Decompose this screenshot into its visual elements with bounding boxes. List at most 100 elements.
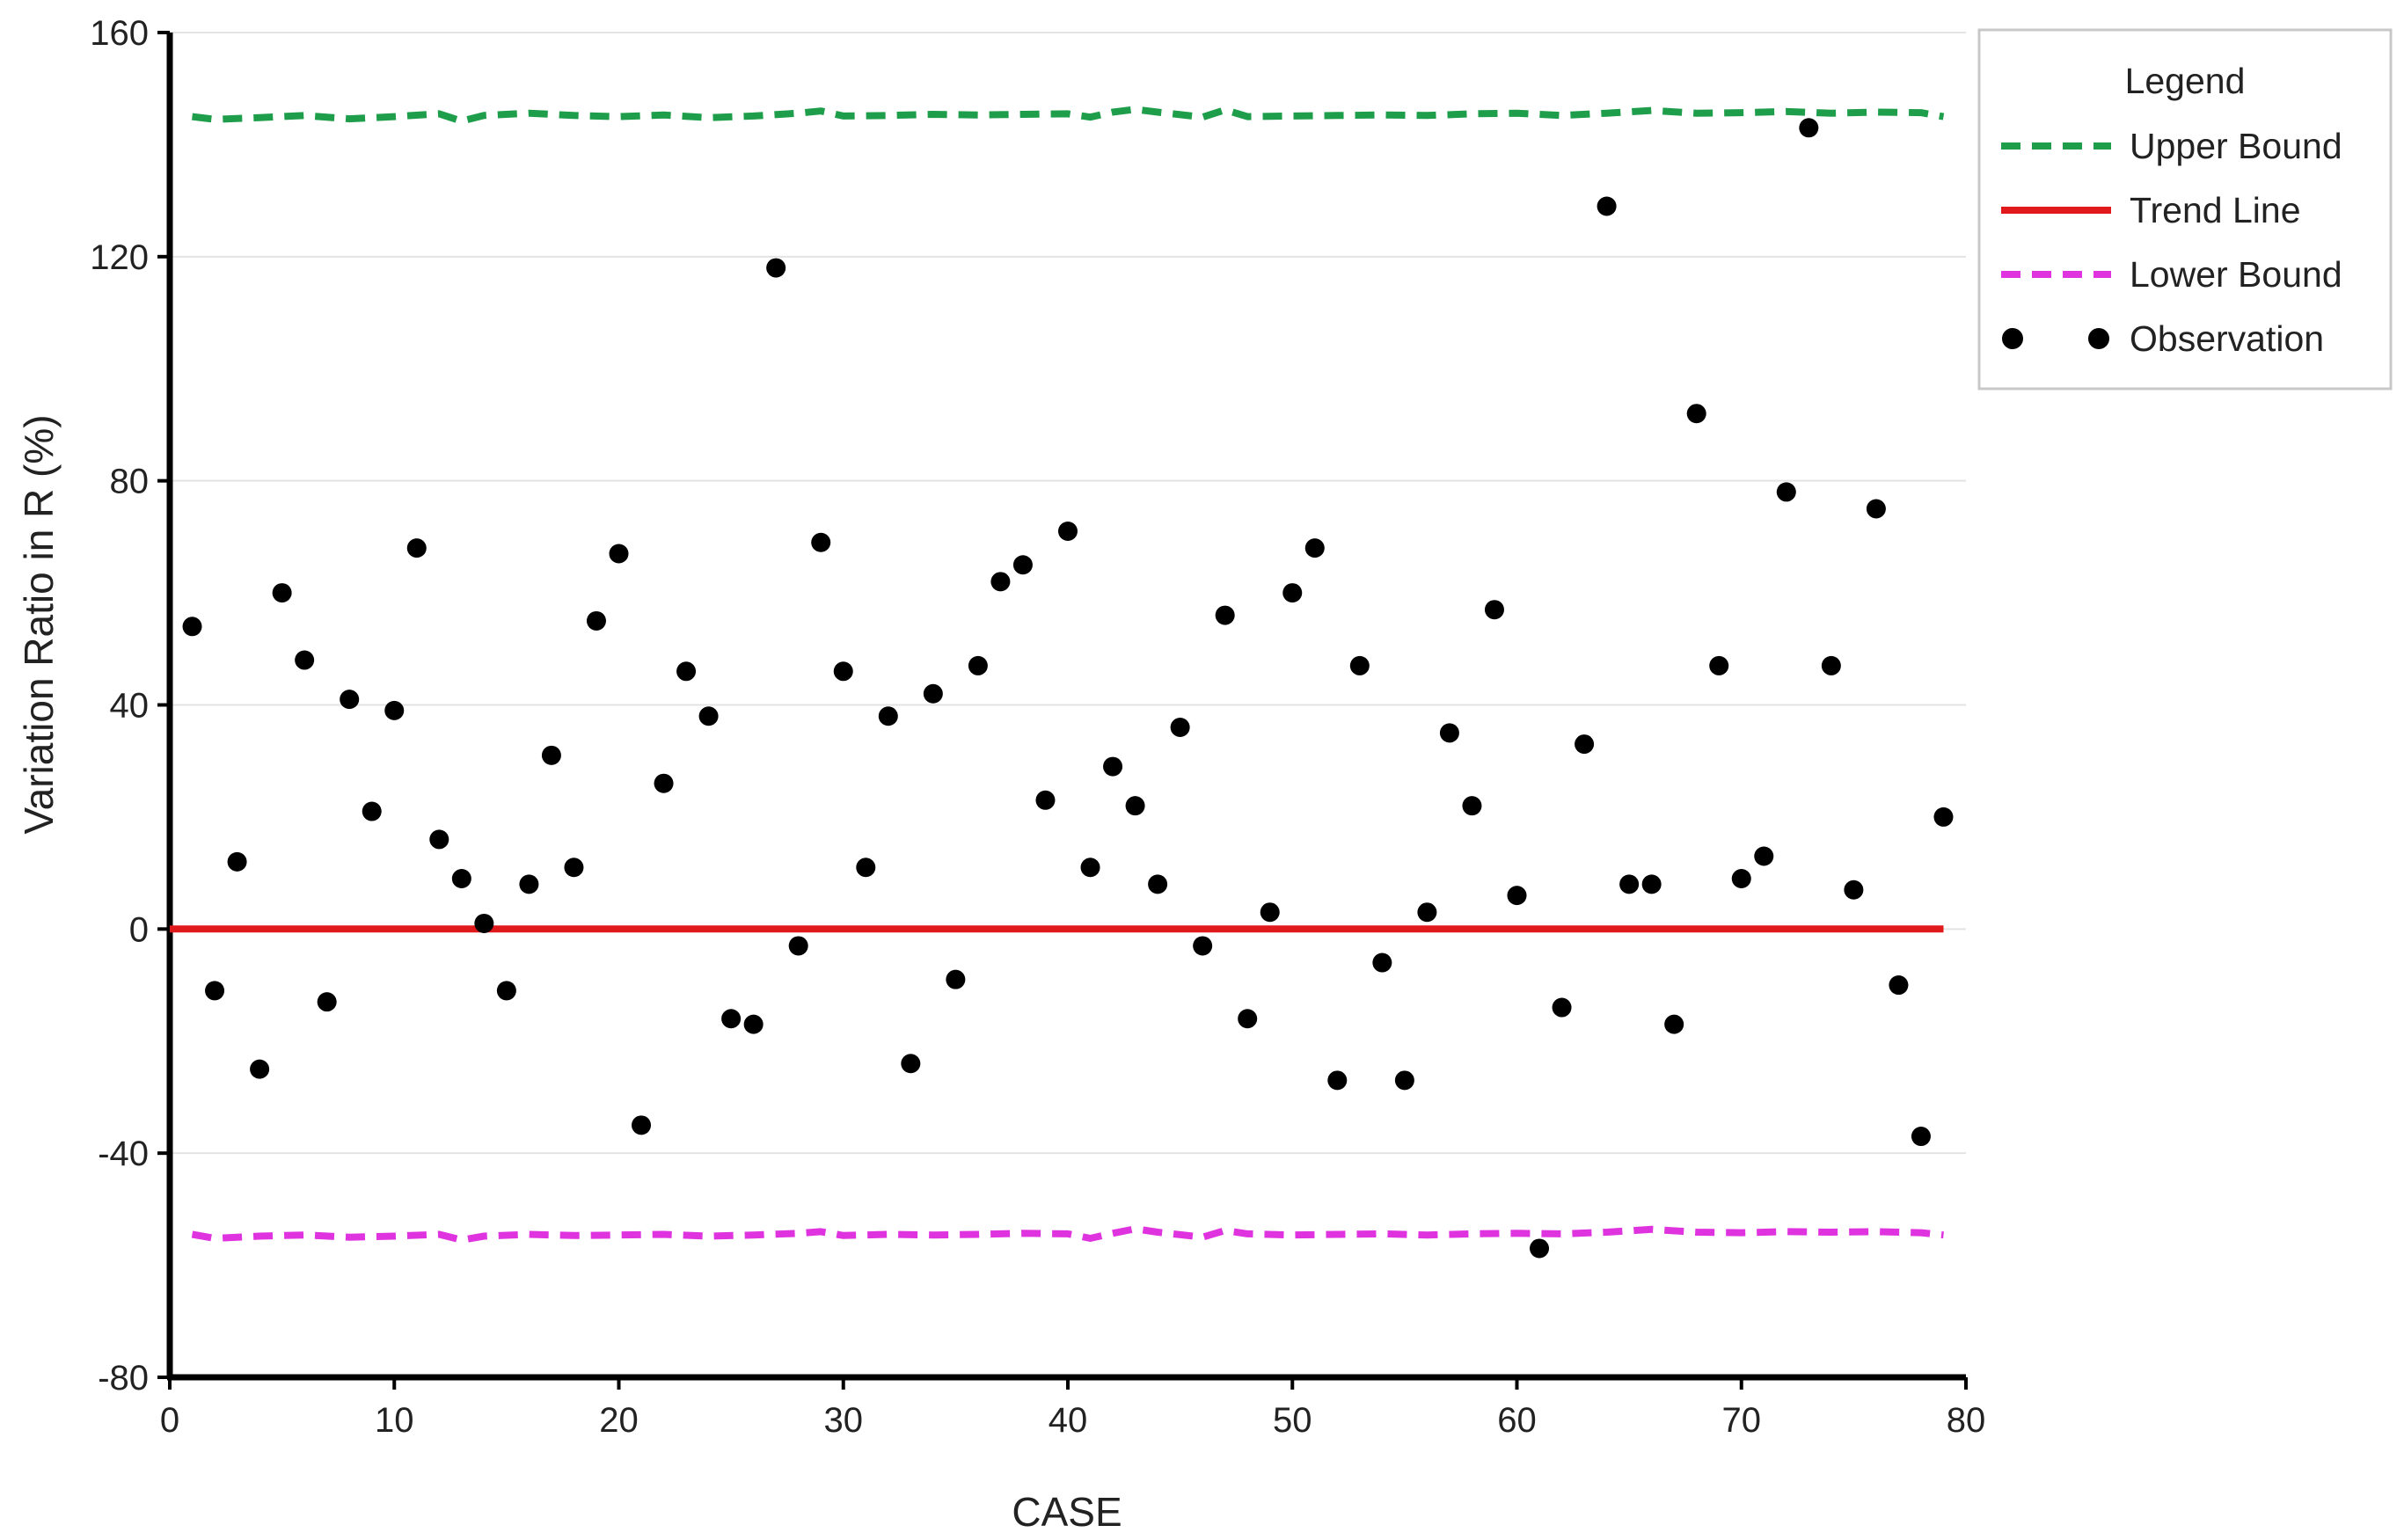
x-tick-label-50: 50: [1273, 1401, 1312, 1440]
observation-point-38: [1012, 555, 1033, 575]
legend-label-observation: Observation: [2130, 318, 2324, 359]
observation-points: [182, 118, 1954, 1259]
observation-point-9: [362, 801, 382, 821]
observation-point-63: [1575, 734, 1595, 755]
legend-swatch-observation-2: [2088, 328, 2109, 349]
legend-swatch-observation-1: [2002, 328, 2023, 349]
observation-point-7: [317, 992, 337, 1012]
observation-point-61: [1530, 1238, 1550, 1259]
grid-lines: [170, 32, 1966, 1155]
y-tick-label-80: 80: [110, 463, 150, 501]
observation-point-39: [1035, 790, 1056, 810]
observation-point-49: [1260, 902, 1280, 923]
observation-point-70: [1731, 868, 1751, 888]
observation-point-18: [564, 858, 584, 878]
observation-point-55: [1394, 1070, 1414, 1091]
observation-point-75: [1844, 879, 1864, 900]
x-tick-label-60: 60: [1497, 1401, 1537, 1440]
observation-point-56: [1417, 902, 1437, 923]
observation-point-41: [1080, 858, 1100, 878]
observation-point-34: [923, 683, 943, 704]
series-lines: [170, 106, 1945, 1244]
y-tick-label--40: -40: [98, 1135, 149, 1173]
x-tick-label-80: 80: [1947, 1401, 1986, 1440]
lower-bound-line: [191, 1225, 1944, 1244]
observation-point-62: [1552, 997, 1572, 1018]
observation-point-12: [429, 829, 449, 850]
x-tick-label-20: 20: [599, 1401, 639, 1440]
observation-point-23: [676, 661, 697, 682]
observation-point-32: [878, 706, 898, 726]
legend-label-lower-bound: Lower Bound: [2130, 254, 2342, 295]
observation-point-22: [654, 773, 674, 793]
observation-point-69: [1709, 655, 1729, 675]
observation-point-46: [1193, 936, 1213, 956]
y-tick-label-40: 40: [110, 687, 150, 726]
observation-point-45: [1170, 717, 1190, 737]
observation-point-47: [1215, 605, 1235, 625]
observation-point-21: [632, 1115, 652, 1135]
x-axis-ticks: 0 10 20 30 40 50 60 70 80: [160, 1377, 1985, 1440]
observation-point-30: [833, 661, 853, 682]
observation-point-28: [788, 936, 808, 956]
observation-point-59: [1484, 600, 1504, 620]
y-tick-label--80: -80: [98, 1359, 149, 1398]
y-axis-ticks: -80 -40 0 40 80 120 160: [90, 14, 170, 1398]
observation-point-51: [1304, 538, 1325, 558]
observation-point-36: [968, 655, 988, 675]
observation-point-73: [1799, 118, 1819, 138]
observation-point-53: [1349, 655, 1370, 675]
y-tick-label-0: 0: [129, 910, 149, 949]
observation-point-71: [1754, 846, 1774, 866]
y-tick-label-120: 120: [90, 238, 149, 277]
observation-point-29: [811, 532, 831, 552]
observation-point-52: [1327, 1070, 1348, 1091]
observation-point-13: [451, 868, 471, 888]
observation-point-65: [1619, 874, 1640, 894]
observation-point-35: [946, 969, 966, 989]
observation-point-40: [1058, 522, 1078, 542]
x-tick-label-10: 10: [375, 1401, 414, 1440]
observation-point-57: [1439, 723, 1459, 743]
observation-point-44: [1148, 874, 1168, 894]
observation-point-66: [1641, 874, 1662, 894]
upper-bound-line: [192, 106, 1945, 125]
observation-point-19: [586, 610, 606, 631]
observation-point-64: [1597, 196, 1617, 216]
observation-point-16: [519, 874, 539, 894]
observation-point-48: [1238, 1009, 1258, 1029]
observation-point-2: [205, 981, 225, 1001]
observation-point-58: [1462, 796, 1482, 816]
observation-point-76: [1866, 499, 1886, 519]
observation-point-54: [1372, 952, 1392, 973]
x-tick-label-0: 0: [160, 1401, 179, 1440]
y-axis-label: Variation Ratio in R (%): [16, 414, 62, 834]
x-axis-label: CASE: [1012, 1489, 1122, 1535]
observation-point-72: [1776, 482, 1796, 502]
x-tick-label-70: 70: [1722, 1401, 1762, 1440]
observation-point-27: [766, 258, 786, 278]
observation-point-68: [1686, 404, 1706, 424]
legend-label-upper-bound: Upper Bound: [2130, 126, 2342, 166]
observation-point-17: [541, 745, 561, 765]
observation-point-3: [227, 851, 247, 872]
observation-point-14: [474, 913, 494, 933]
observation-point-4: [250, 1059, 270, 1079]
x-tick-label-40: 40: [1049, 1401, 1088, 1440]
observation-point-6: [295, 650, 315, 670]
observation-point-33: [901, 1054, 921, 1074]
observation-point-8: [340, 690, 360, 710]
observation-point-79: [1933, 806, 1954, 827]
y-tick-label-160: 160: [90, 14, 149, 53]
legend: Legend Upper Bound Trend Line Lower Boun…: [1977, 28, 2393, 390]
observation-point-50: [1282, 583, 1303, 603]
x-tick-label-30: 30: [824, 1401, 864, 1440]
observation-point-43: [1125, 796, 1145, 816]
observation-point-10: [384, 700, 405, 720]
observation-point-60: [1507, 886, 1527, 906]
observation-point-1: [182, 617, 202, 637]
observation-point-31: [856, 858, 876, 878]
observation-point-77: [1889, 975, 1909, 996]
observation-point-5: [272, 583, 292, 603]
